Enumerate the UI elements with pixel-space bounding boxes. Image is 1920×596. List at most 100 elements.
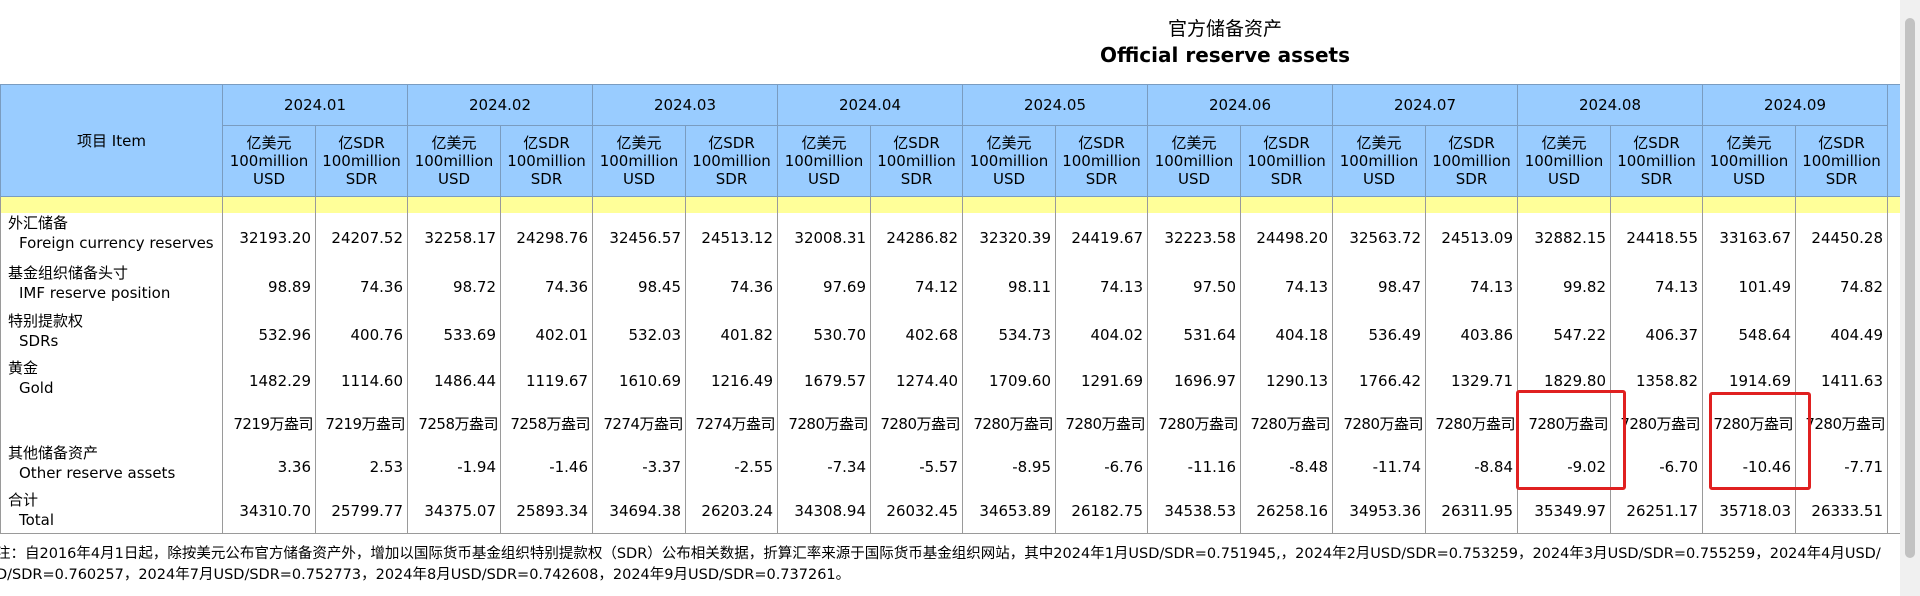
spacer [1332, 196, 1426, 213]
unit: 亿美元 100million USD [1517, 125, 1611, 197]
extra [1887, 490, 1901, 534]
spacer [1610, 196, 1703, 213]
unit-line: 100million [1154, 152, 1234, 170]
cell: -2.55 [685, 443, 778, 490]
cell: 1482.29 [222, 358, 316, 404]
spacer [1795, 196, 1888, 213]
unit-line: 亿SDR [1633, 134, 1680, 152]
cell: 2.53 [315, 443, 408, 490]
data-row: 其他储备资产 Other reserve assets 3.36 2.53 -1.94-… [0, 443, 1901, 490]
cell: 32223.58 [1147, 213, 1241, 263]
item: 黄金 Gold [0, 358, 223, 404]
item: 外汇储备 Foreign currency reserves [0, 213, 223, 263]
cell: 7280万盎司 [1147, 404, 1241, 443]
cell: 26251.17 [1610, 490, 1703, 534]
spacer [1055, 196, 1148, 213]
spacer-row [0, 196, 1901, 213]
cell: 7219万盎司 [222, 404, 316, 443]
cell: 7280万盎司 [1332, 404, 1426, 443]
cell: 7274万盎司 [685, 404, 778, 443]
cell: 98.89 [222, 263, 316, 311]
unit-line: 亿SDR [523, 134, 570, 152]
cell: 24513.12 [685, 213, 778, 263]
month: 2024.07 [1332, 84, 1518, 126]
cell: 7219万盎司 [315, 404, 408, 443]
spacer [870, 196, 963, 213]
unit-line: 100million [599, 152, 679, 170]
month: 2024.05 [962, 84, 1148, 126]
cell: -11.16 [1147, 443, 1241, 490]
cell: 34538.53 [1147, 490, 1241, 534]
cell: 24207.52 [315, 213, 408, 263]
cell: 74.13 [1055, 263, 1148, 311]
month-row: 项目 Item 2024.01 2024.02 2024.03 2024.04 2024.… [0, 84, 1901, 197]
unit-line: 100million [1802, 152, 1881, 170]
cell: -11.74 [1332, 443, 1426, 490]
scrollbar-thumb[interactable] [1905, 18, 1915, 558]
unit: 亿SDR 100million SDR [870, 125, 963, 197]
unit-line: SDR [900, 170, 933, 188]
cell: -5.57 [870, 443, 963, 490]
cell: 74.82 [1795, 263, 1888, 311]
spacer [777, 196, 871, 213]
cell: 24513.09 [1425, 213, 1518, 263]
month: 2024.08 [1517, 84, 1703, 126]
cell: -6.76 [1055, 443, 1148, 490]
reserve-table: 项目 Item 2024.01 2024.02 2024.03 2024.04 2024.… [0, 84, 1901, 534]
unit: 亿SDR 100million SDR [500, 125, 593, 197]
unit-line: 100million [322, 152, 401, 170]
item-en: Other reserve assets [19, 464, 176, 482]
cell: 1329.71 [1425, 358, 1518, 404]
cell: -8.84 [1425, 443, 1518, 490]
unit: 亿美元 100million USD [777, 125, 871, 197]
extra [1887, 404, 1901, 443]
spacer [500, 196, 593, 213]
cell: 34310.70 [222, 490, 316, 534]
unit-line: SDR [1270, 170, 1303, 188]
unit-line: 100million [507, 152, 586, 170]
unit-line: SDR [1085, 170, 1118, 188]
data-row: 基金组织储备头寸 IMF reserve position 98.89 74.36 98… [0, 263, 1901, 311]
unit-line: SDR [1825, 170, 1858, 188]
unit-line: USD [437, 170, 471, 188]
item: 特别提款权 SDRs [0, 311, 223, 358]
extra [1887, 358, 1901, 404]
cell: 548.64 [1702, 311, 1796, 358]
extra [1887, 311, 1901, 358]
unit-line: 100million [1247, 152, 1326, 170]
spacer [592, 196, 686, 213]
unit-line: 亿美元 [1356, 134, 1402, 152]
spacer [1887, 196, 1901, 213]
month: 2024.09 [1702, 84, 1888, 126]
cell: 74.13 [1610, 263, 1703, 311]
unit-line: 100million [414, 152, 494, 170]
spacer [1702, 196, 1796, 213]
cell: 7280万盎司 [777, 404, 871, 443]
cell: 35349.97 [1517, 490, 1611, 534]
item-en: Foreign currency reserves [19, 234, 214, 252]
cell: 24298.76 [500, 213, 593, 263]
cell: 97.69 [777, 263, 871, 311]
cell: 101.49 [1702, 263, 1796, 311]
spacer [1517, 196, 1611, 213]
cell: 1358.82 [1610, 358, 1703, 404]
item-en: IMF reserve position [19, 284, 171, 302]
cell: 402.01 [500, 311, 593, 358]
unit-line: 亿美元 [801, 134, 847, 152]
scrollbar[interactable] [1900, 0, 1920, 596]
cell: 98.45 [592, 263, 686, 311]
cell: 3.36 [222, 443, 316, 490]
item: 其他储备资产 Other reserve assets [0, 443, 223, 490]
extra [1887, 213, 1901, 263]
cell: 35718.03 [1702, 490, 1796, 534]
data-row: 7219万盎司 7219万盎司 7258万盎司 7258万盎司 7274万盎司 7274万… [0, 404, 1901, 443]
unit-line: 亿美元 [1171, 134, 1217, 152]
data-row: 合计 Total 34310.70 25799.77 34375.07 25893.34 3… [0, 490, 1901, 534]
cell: 26032.45 [870, 490, 963, 534]
unit-line: 亿美元 [431, 134, 477, 152]
data-row: 黄金 Gold 1482.29 1114.60 1486.44 1119.67 1610.6… [0, 358, 1901, 404]
highlight-box [1516, 390, 1626, 490]
unit: 亿美元 100million USD [592, 125, 686, 197]
unit-line: 100million [1339, 152, 1419, 170]
cell: 34653.89 [962, 490, 1056, 534]
